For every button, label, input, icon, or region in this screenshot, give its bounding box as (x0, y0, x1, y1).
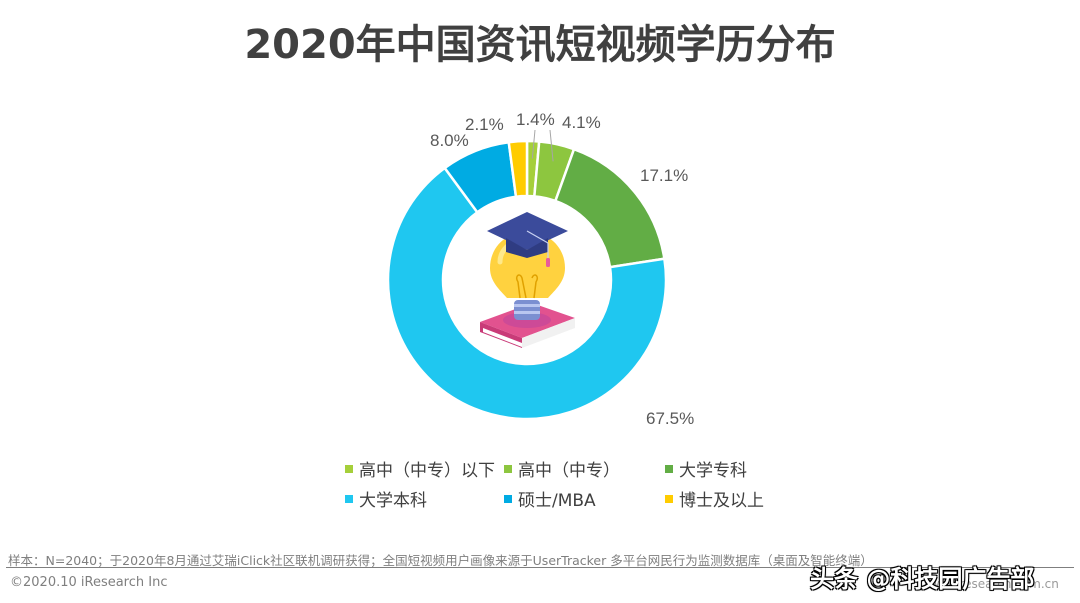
value-label-3: 67.5% (646, 409, 695, 428)
legend-item: 硕士/MBA (504, 486, 596, 511)
watermark: 头条 @科技园广告部 (810, 565, 1035, 593)
value-label-2: 17.1% (640, 166, 689, 185)
legend-swatch (345, 464, 353, 473)
legend-item: 高中（中专） (504, 456, 620, 481)
value-label-5: 2.1% (465, 115, 504, 134)
sample-note: 样本：N=2040；于2020年8月通过艾瑞iClick社区联机调研获得；全国短… (8, 553, 873, 568)
legend-label: 大学本科 (359, 491, 427, 511)
copyright: ©2020.10 iResearch Inc (10, 575, 168, 590)
legend-swatch (345, 494, 353, 503)
legend-label: 高中（中专）以下 (359, 461, 495, 481)
legend-item: 高中（中专）以下 (345, 456, 495, 481)
legend-swatch (504, 464, 512, 473)
legend-label: 高中（中专） (518, 461, 620, 481)
value-label-1: 4.1% (562, 113, 601, 132)
leader-line (549, 129, 554, 162)
legend-item: 大学本科 (345, 486, 427, 511)
legend-item: 博士及以上 (665, 486, 764, 511)
donut-slice (507, 139, 529, 199)
footer-divider (6, 567, 1074, 568)
site-url: www.iresearch.com.cn (924, 577, 1059, 591)
donut-slice (386, 166, 668, 421)
value-label-4: 8.0% (430, 131, 469, 150)
legend-swatch (665, 464, 673, 473)
page-title: 2020年中国资讯短视频学历分布 (244, 22, 836, 68)
leader-line (531, 129, 536, 159)
legend-swatch (665, 494, 673, 503)
legend-item: 大学专科 (665, 456, 747, 481)
value-label-0: 1.4% (516, 110, 555, 129)
graduation-bulb-icon (444, 197, 610, 363)
legend-label: 大学专科 (679, 461, 747, 481)
legend-label: 硕士/MBA (518, 491, 596, 511)
legend-swatch (504, 494, 512, 503)
legend-label: 博士及以上 (679, 491, 764, 511)
